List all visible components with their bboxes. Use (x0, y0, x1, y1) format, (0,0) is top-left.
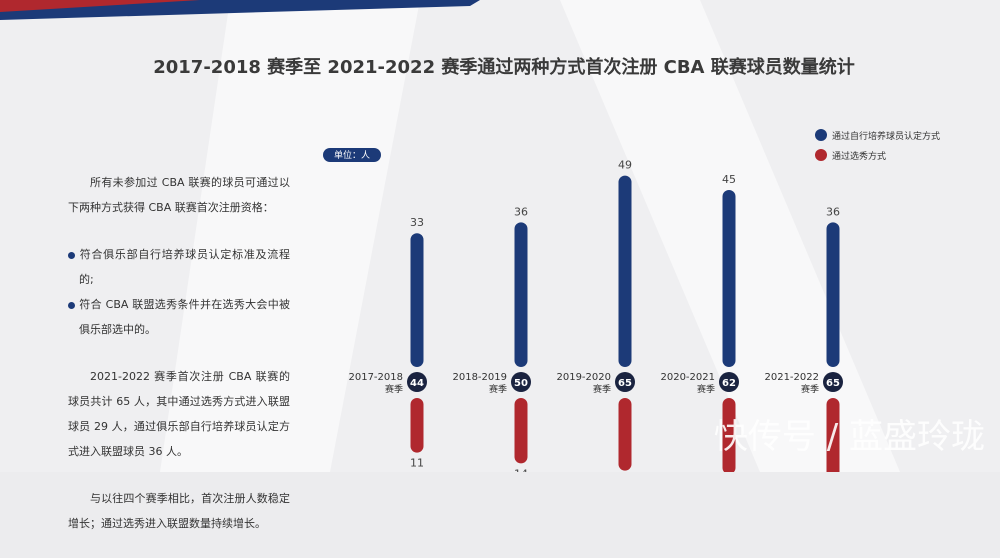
total-label: 44 (410, 378, 424, 389)
intro: 所有未参加过 CBA 联赛的球员可通过以下两种方式获得 CBA 联赛首次注册资格… (68, 176, 290, 214)
total-badge (407, 372, 427, 392)
decor-stripe (0, 0, 200, 12)
bullet: 符合 CBA 联盟选秀条件并在选秀大会中被俱乐部选中的。 (68, 292, 290, 342)
chart: 2017-2018 赛季至 2021-2022 赛季通过两种方式首次注册 CBA… (0, 0, 985, 472)
legend-swatch (815, 149, 827, 161)
total-badge (615, 372, 635, 392)
bar (514, 398, 528, 464)
value-label: 14 (514, 467, 528, 472)
bar (618, 398, 632, 471)
paragraph: 与以往四个赛季相比，首次注册人数稳定增长；通过选秀进入联盟数量持续增长。 (68, 492, 290, 530)
sidebar: 所有未参加过 CBA 联赛的球员可通过以下两种方式获得 CBA 联赛首次注册资格… (68, 170, 290, 558)
unit-badge (323, 148, 381, 162)
chart-title: 2017-2018 赛季至 2021-2022 赛季通过两种方式首次注册 CBA… (153, 56, 855, 78)
category-suffix: 赛季 (489, 383, 507, 395)
category-label: 2017-2018 (348, 372, 403, 383)
bar (826, 398, 840, 472)
total-label: 65 (618, 378, 632, 389)
value-label: 49 (618, 159, 632, 172)
watermark: 快传号 / 蓝盛玲珑 (714, 417, 985, 457)
paragraph: 2021-2022 赛季首次注册 CBA 联赛的球员共计 65 人，其中通过选秀… (68, 370, 290, 458)
category-suffix: 赛季 (593, 383, 611, 395)
unit-label: 单位：人 (334, 149, 370, 161)
category-label: 2020-2021 (660, 372, 715, 383)
bullet: 符合俱乐部自行培养球员认定标准及流程的; (68, 242, 290, 292)
total-badge (823, 372, 843, 392)
legend-swatch (815, 129, 827, 141)
plot: 通过自行培养球员认定方式通过选秀方式3311442017-2018赛季36145… (348, 129, 940, 472)
page: 2017-2018 赛季至 2021-2022 赛季通过两种方式首次注册 CBA… (0, 0, 1000, 472)
bar (722, 398, 736, 472)
decor (160, 0, 420, 472)
value-label: 33 (410, 216, 424, 229)
total-badge (511, 372, 531, 392)
legend-label: 通过自行培养球员认定方式 (832, 130, 940, 142)
legend-label: 通过选秀方式 (832, 150, 886, 162)
total-label: 50 (514, 378, 528, 389)
category-suffix: 赛季 (385, 383, 403, 395)
category-suffix: 赛季 (697, 383, 715, 395)
bar (410, 233, 424, 367)
value-label: 36 (514, 205, 528, 218)
total-label: 62 (722, 378, 736, 389)
total-badge (719, 372, 739, 392)
bar (514, 222, 528, 367)
value-label: 36 (826, 205, 840, 218)
category-label: 2018-2019 (452, 372, 507, 383)
bar (618, 175, 632, 367)
bar (722, 190, 736, 367)
bar (410, 398, 424, 453)
decor-stripe (0, 0, 480, 20)
value-label: 11 (410, 457, 424, 470)
total-label: 65 (826, 378, 840, 389)
bar (826, 222, 840, 367)
category-label: 2021-2022 (764, 372, 819, 383)
category-suffix: 赛季 (801, 383, 819, 395)
category-label: 2019-2020 (556, 372, 611, 383)
value-label: 45 (722, 173, 736, 186)
bullet-list: 符合俱乐部自行培养球员认定标准及流程的; 符合 CBA 联盟选秀条件并在选秀大会… (68, 242, 290, 342)
